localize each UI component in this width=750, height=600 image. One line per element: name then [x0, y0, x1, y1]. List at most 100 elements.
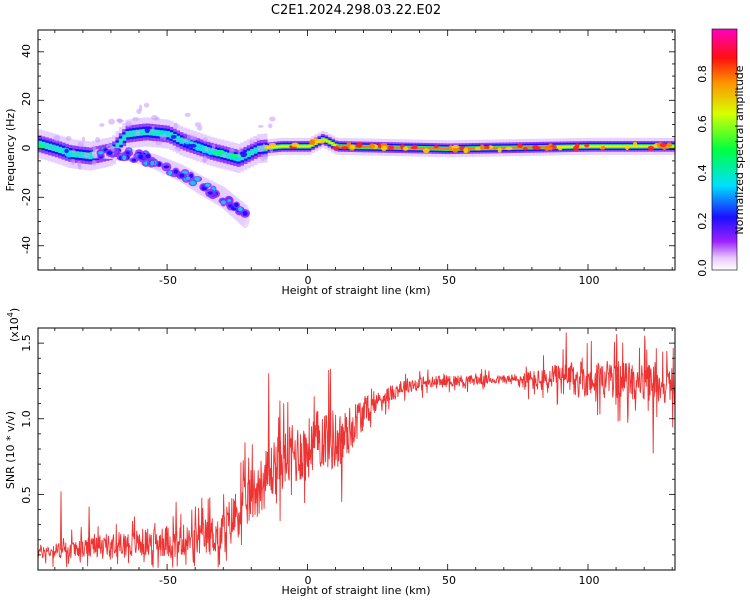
snr-ticks: [38, 327, 675, 570]
spectral-peak-cell: [521, 146, 526, 149]
spectral-peak-cell: [527, 146, 532, 149]
spectral-peak-cell: [501, 146, 505, 149]
spectral-blob: [170, 134, 177, 139]
scatter-faint: [159, 135, 164, 139]
spectral-peak-cell: [366, 145, 371, 149]
spectral-blob: [402, 146, 409, 151]
spectral-peak-cell: [396, 146, 401, 149]
spectral-core-cell: [54, 145, 59, 152]
spectral-peak-cell: [325, 140, 330, 143]
spectral-core-cell: [78, 151, 83, 158]
spectral-blob: [381, 145, 387, 152]
spectrogram-ytick-4: -40: [20, 236, 33, 254]
lower-branch-core: [194, 176, 201, 182]
spectral-core-cell: [176, 135, 181, 143]
spectral-peak-cell: [433, 147, 438, 150]
scatter-faint: [106, 143, 113, 150]
spectral-blob: [479, 144, 485, 150]
spectral-peak-cell: [362, 145, 367, 149]
snr-scale-label: (x104): [6, 308, 21, 342]
spectral-core-cell: [44, 142, 49, 150]
spectral-peak-cell: [632, 145, 637, 148]
colorbar-tick-0: 0.0: [696, 259, 709, 277]
scatter-faint: [269, 147, 273, 153]
lower-branch-core: [185, 176, 191, 180]
spectral-blob: [600, 145, 606, 150]
spectral-blob: [647, 145, 655, 151]
snr-xtick-0: -50: [159, 574, 177, 587]
snr-scale-prefix: (x10: [8, 317, 21, 342]
spectral-blob: [317, 139, 325, 144]
snr-xtick-2: 50: [442, 574, 456, 587]
spectral-peak-cell: [426, 147, 431, 150]
spectrogram-ylabel: Frequency (Hz): [4, 109, 17, 192]
spectral-core-cell: [152, 129, 157, 136]
lower-branch-core: [220, 200, 227, 205]
scatter-faint: [135, 130, 141, 135]
spectral-core-cell: [179, 137, 184, 144]
scatter-faint: [143, 102, 150, 108]
scatter-faint: [249, 139, 256, 145]
spectral-peak-cell: [336, 145, 340, 148]
spectral-blob: [433, 145, 439, 149]
spectral-peak-cell: [494, 146, 499, 150]
spectral-blob: [309, 139, 316, 146]
snr-scale-suffix: ): [8, 308, 21, 312]
scatter-faint: [267, 123, 273, 129]
spectral-peak-cell: [591, 145, 596, 148]
spectral-blob: [505, 146, 513, 151]
spectral-blob: [497, 147, 502, 153]
lower-branch-core: [234, 202, 239, 207]
spectral-core-cell: [122, 134, 127, 141]
scatter-faint: [117, 119, 125, 123]
spectral-peak-cell: [309, 144, 314, 147]
snr-ytick-1: 1.0: [20, 410, 33, 428]
spectral-core-cell: [169, 132, 174, 139]
spectral-core-cell: [226, 152, 231, 159]
spectral-peak-cell: [639, 145, 644, 148]
spectral-peak-cell: [568, 145, 573, 148]
spectral-peak-cell: [393, 146, 398, 149]
scatter-faint: [77, 160, 82, 168]
spectral-peak-cell: [457, 147, 462, 150]
spectral-blob: [239, 151, 248, 158]
scatter-faint: [176, 147, 182, 152]
spectral-peak-cell: [272, 146, 277, 149]
spectral-peak-cell: [581, 145, 586, 148]
spectral-blob: [584, 143, 590, 148]
spectrogram-ticks: [38, 30, 675, 271]
spectral-peak-cell: [622, 145, 627, 148]
lower-branch-core: [150, 160, 155, 166]
spectral-peak-cell: [672, 145, 675, 148]
snr-ytick-0: 1.5: [20, 334, 33, 352]
scatter-faint: [91, 159, 97, 166]
spectrogram-panel: -50 0 50 100 40 20 0 -20 -40 Height of s…: [4, 29, 676, 297]
spectral-core-cell: [155, 129, 160, 137]
spectral-peak-cell: [443, 147, 448, 150]
spectral-blob: [349, 144, 356, 150]
spectral-peak-cell: [329, 142, 334, 145]
spectral-core-cell: [142, 128, 147, 136]
lower-branch-core: [163, 165, 170, 169]
spectral-peak-cell: [561, 145, 566, 148]
spectral-blob: [423, 148, 430, 154]
spectral-core-cell: [240, 153, 245, 161]
spectral-blob: [484, 145, 490, 149]
spectral-core-cell: [128, 130, 133, 137]
spectral-peak-cell: [554, 145, 559, 149]
snr-scale-exponent: 4: [6, 312, 15, 317]
scatter-faint: [65, 136, 72, 141]
spectral-blob: [659, 142, 667, 148]
spectral-core-cell: [206, 147, 211, 154]
scatter-faint: [221, 153, 227, 158]
spectral-core-cell: [139, 129, 143, 136]
spectral-peak-cell: [605, 145, 610, 148]
spectral-blob: [214, 150, 220, 157]
lower-branch-core: [106, 150, 113, 155]
spectral-core-cell: [48, 143, 53, 150]
spectral-peak-cell: [635, 145, 640, 148]
spectral-core-cell: [88, 152, 93, 160]
lower-branch-core: [138, 154, 144, 160]
spectral-blob: [64, 148, 69, 154]
scatter-faint: [72, 149, 76, 153]
